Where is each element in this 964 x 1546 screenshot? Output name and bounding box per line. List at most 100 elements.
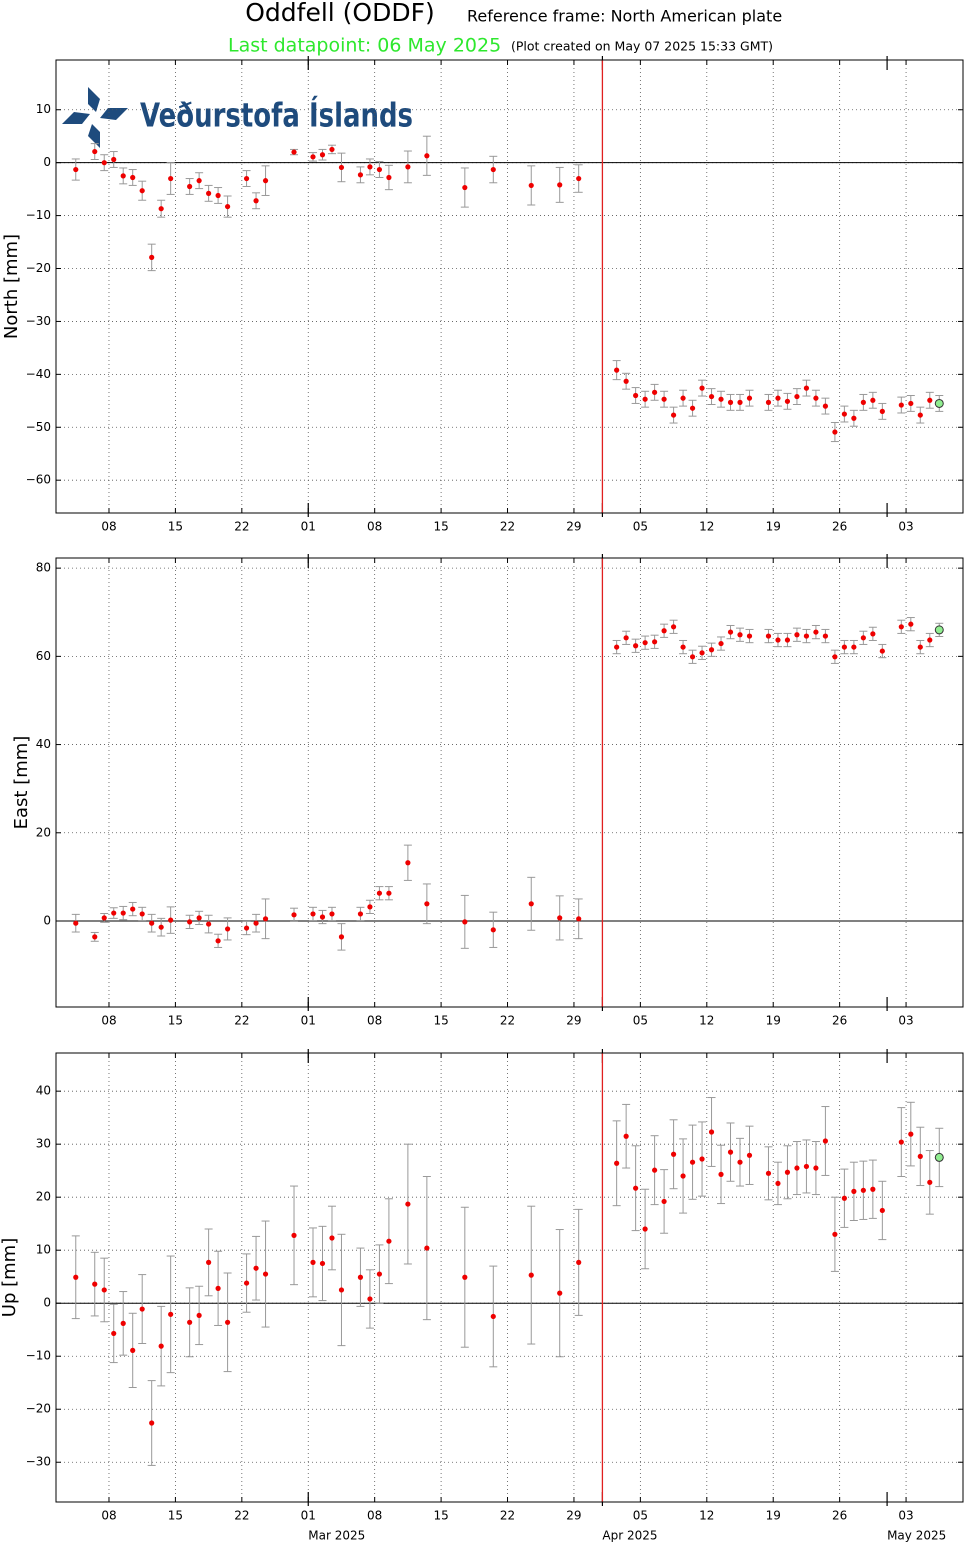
data-point bbox=[908, 1131, 914, 1137]
data-point bbox=[775, 637, 781, 643]
y-tick-label: −30 bbox=[26, 314, 51, 328]
reference-frame: Reference frame: North American plate bbox=[467, 7, 782, 26]
data-point bbox=[139, 188, 145, 194]
data-point bbox=[215, 192, 221, 199]
data-point bbox=[927, 1179, 933, 1185]
data-point bbox=[367, 164, 373, 170]
data-point bbox=[168, 1311, 174, 1317]
data-point bbox=[424, 1245, 430, 1251]
data-point bbox=[670, 412, 677, 418]
data-point bbox=[73, 166, 79, 173]
data-point bbox=[718, 640, 724, 647]
y-tick-label: 10 bbox=[36, 1243, 51, 1257]
data-point bbox=[120, 910, 126, 916]
data-point bbox=[149, 1420, 155, 1426]
data-point bbox=[670, 624, 677, 630]
data-point bbox=[576, 175, 582, 182]
data-point bbox=[841, 411, 847, 417]
data-point bbox=[120, 1320, 126, 1326]
data-point bbox=[851, 644, 857, 650]
data-point bbox=[879, 408, 885, 414]
y-tick-label: −20 bbox=[26, 1402, 51, 1416]
month-label: Apr 2025 bbox=[602, 1529, 657, 1543]
data-point bbox=[813, 629, 819, 635]
data-point bbox=[386, 1238, 392, 1244]
data-point bbox=[775, 395, 781, 401]
data-point bbox=[670, 1151, 677, 1157]
x-tick-label: 15 bbox=[168, 520, 183, 534]
data-point bbox=[405, 164, 411, 170]
data-point bbox=[794, 393, 800, 400]
data-point bbox=[224, 926, 231, 932]
data-point bbox=[310, 154, 316, 160]
data-point bbox=[158, 1343, 164, 1349]
y-tick-label: 0 bbox=[43, 913, 51, 927]
chart-title: Oddfell (ODDF) bbox=[245, 0, 435, 27]
data-point bbox=[623, 635, 629, 641]
x-tick-label: 19 bbox=[766, 520, 781, 534]
y-tick-label: 40 bbox=[36, 1084, 51, 1098]
data-point bbox=[557, 1290, 563, 1296]
data-point bbox=[187, 1319, 193, 1325]
x-tick-label: 29 bbox=[566, 520, 581, 534]
data-point bbox=[934, 1152, 944, 1162]
logo-arrow bbox=[62, 112, 90, 124]
data-point bbox=[338, 1287, 345, 1293]
data-point bbox=[851, 415, 857, 421]
data-point bbox=[652, 1167, 658, 1173]
data-point bbox=[149, 920, 155, 926]
x-tick-label: 08 bbox=[101, 520, 116, 534]
data-point bbox=[718, 396, 724, 402]
data-point bbox=[633, 643, 639, 649]
data-point bbox=[614, 1160, 620, 1166]
data-point bbox=[661, 1198, 667, 1205]
data-point bbox=[699, 1156, 705, 1162]
data-point bbox=[822, 633, 829, 639]
data-point bbox=[92, 148, 98, 155]
data-point bbox=[633, 1185, 639, 1191]
x-tick-label: 22 bbox=[500, 1509, 515, 1523]
data-point bbox=[879, 1207, 885, 1214]
data-point bbox=[130, 174, 136, 181]
logo-arrow bbox=[100, 108, 128, 120]
data-point bbox=[917, 412, 923, 418]
data-point bbox=[803, 633, 810, 639]
data-point bbox=[661, 628, 667, 634]
y-tick-label: −40 bbox=[26, 367, 51, 381]
data-point bbox=[528, 182, 534, 189]
data-point bbox=[623, 1133, 629, 1139]
y-tick-label: 10 bbox=[36, 102, 51, 116]
data-point bbox=[291, 912, 297, 918]
data-point bbox=[642, 640, 648, 646]
data-point bbox=[614, 367, 620, 373]
logo: Veðurstofa Íslands bbox=[62, 87, 413, 148]
data-point bbox=[215, 1285, 221, 1291]
x-tick-label: 15 bbox=[433, 520, 448, 534]
x-tick-label: 08 bbox=[367, 1014, 382, 1028]
data-point bbox=[357, 172, 364, 178]
last-datapoint: Last datapoint: 06 May 2025 bbox=[228, 35, 501, 57]
data-point bbox=[917, 644, 923, 650]
data-point bbox=[376, 166, 383, 173]
data-point bbox=[490, 166, 496, 173]
data-point bbox=[462, 1274, 468, 1280]
data-point bbox=[699, 650, 705, 656]
data-point bbox=[111, 1330, 117, 1337]
data-point bbox=[652, 389, 658, 395]
data-point bbox=[718, 1171, 724, 1177]
x-tick-label: 26 bbox=[832, 1014, 847, 1028]
data-point bbox=[367, 1296, 373, 1302]
plot-created: (Plot created on May 07 2025 15:33 GMT) bbox=[511, 39, 773, 54]
data-point bbox=[794, 1165, 800, 1171]
data-point bbox=[832, 1231, 838, 1237]
x-tick-label: 12 bbox=[699, 1014, 714, 1028]
data-point bbox=[130, 906, 136, 912]
x-tick-label: 29 bbox=[566, 1509, 581, 1523]
y-tick-label: −20 bbox=[26, 261, 51, 275]
data-point bbox=[746, 633, 753, 639]
x-tick-label: 15 bbox=[168, 1509, 183, 1523]
data-point bbox=[934, 398, 944, 408]
data-point bbox=[158, 206, 164, 212]
data-point bbox=[708, 1129, 715, 1135]
y-tick-label: 20 bbox=[36, 1190, 51, 1204]
